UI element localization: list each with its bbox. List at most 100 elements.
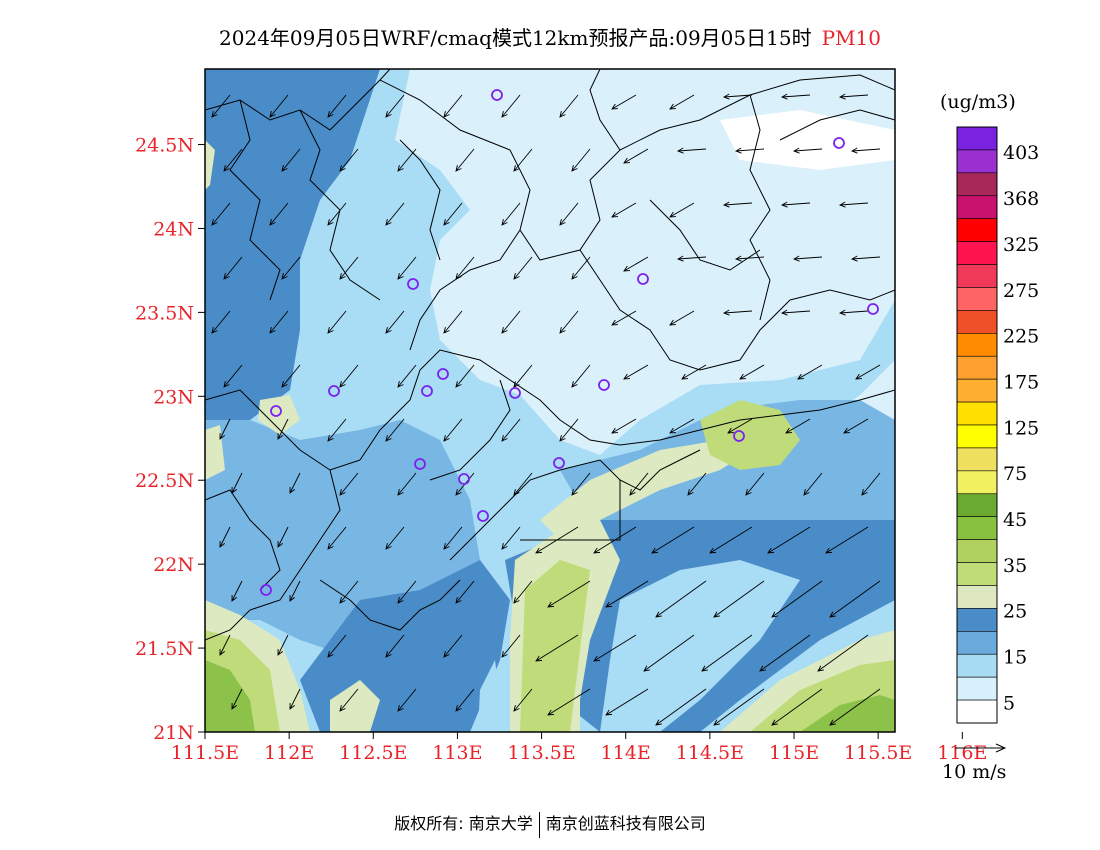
wind-arrow-10: [219, 634, 231, 656]
colorbar-swatch-4: [956, 218, 998, 242]
wind-arrow-63: [513, 256, 533, 280]
wind-arrow-125: [797, 364, 823, 380]
boundary-line-6: [589, 69, 621, 151]
wind-arrow-46: [385, 634, 405, 658]
wind-arrow-15: [281, 256, 301, 280]
wind-arrow-121: [792, 147, 823, 154]
wind-arrow-28: [327, 310, 347, 334]
station-marker-3: [637, 273, 649, 285]
wind-arrow-41: [397, 364, 417, 388]
station-marker-4: [867, 303, 879, 315]
wind-arrow-78: [559, 418, 579, 442]
green-sea-band: [520, 560, 590, 732]
wind-arrow-141: [829, 580, 881, 618]
light-region-south: [478, 660, 500, 732]
wind-arrow-117: [713, 580, 765, 618]
lon-label-4: 113.5E: [507, 742, 575, 764]
green-region-coast: [700, 400, 800, 470]
boundary-line-16: [399, 139, 441, 261]
colorbar-label-8: 45: [1003, 509, 1027, 531]
station-marker-5: [328, 385, 340, 397]
colorbar-swatch-15: [956, 470, 998, 495]
colorbar-label-0: 403: [1003, 142, 1039, 164]
boundary-line-3: [379, 74, 895, 261]
legend-unit: (ug/m3): [940, 91, 1016, 113]
lon-label-7: 115E: [769, 742, 819, 764]
boundary-line-10: [359, 349, 895, 461]
wind-arrow-31: [339, 472, 359, 496]
colorbar-swatch-9: [956, 333, 998, 357]
colorbar-label-9: 35: [1003, 555, 1027, 577]
wind-arrow-40: [385, 310, 405, 334]
wind-arrow-105: [655, 580, 707, 618]
wind-arrow-62: [501, 202, 521, 226]
wind-arrow-127: [803, 472, 823, 496]
wind-arrow-134: [838, 201, 869, 208]
longitude-axis: 111.5E 112E 112.5E 113E 113.5E 114E 114.5E 115E…: [171, 732, 987, 764]
wind-arrow-109: [734, 147, 765, 154]
boundary-line-14: [520, 480, 621, 541]
concentration-fields: [205, 69, 895, 732]
wind-arrow-102: [669, 418, 695, 434]
wind-arrow-53: [455, 364, 475, 388]
wind-arrow-98: [669, 202, 695, 218]
footer-separator: [538, 811, 540, 838]
wind-arrow-103: [687, 472, 707, 496]
wind-arrow-30: [327, 418, 347, 442]
boundary-line-13: [319, 579, 461, 631]
wind-arrow-139: [861, 472, 881, 496]
wind-arrow-18: [277, 418, 289, 440]
wind-arrow-122: [780, 201, 811, 208]
wind-arrow-17: [281, 364, 301, 388]
wind-arrow-101: [681, 364, 707, 380]
boundary-line-18: [779, 109, 895, 141]
colorbar-swatch-0: [956, 126, 998, 151]
wind-arrow-96: [669, 94, 695, 110]
boundary-line-5: [579, 249, 895, 371]
wind-arrow-82: [535, 634, 579, 662]
colorbar-swatch-25: [956, 699, 998, 724]
wind-arrow-16: [269, 310, 289, 334]
wind-arrow-118: [701, 634, 753, 672]
wind-arrow-9: [231, 580, 243, 602]
wind-arrow-49: [455, 148, 475, 172]
wind-arrow-47: [397, 688, 417, 712]
dark-green-region-southwest: [205, 660, 255, 732]
colorbar-swatch-14: [956, 447, 998, 472]
station-marker-11: [733, 430, 745, 442]
wind-arrow-133: [850, 147, 881, 154]
wind-arrow-20: [277, 526, 289, 548]
wind-arrow-142: [817, 634, 869, 672]
station-marker-13: [553, 457, 565, 469]
dark-region-west: [205, 69, 380, 420]
colorbar-swatch-19: [956, 562, 998, 586]
wind-arrow-100: [669, 310, 695, 326]
boundary-lines: [205, 69, 895, 641]
wind-arrow-112: [722, 309, 753, 316]
lat-label-3: 23N: [153, 386, 194, 408]
wind-arrow-52: [443, 310, 463, 334]
wind-arrow-90: [611, 418, 637, 434]
wind-arrow-128: [767, 526, 811, 554]
boundary-line-17: [649, 199, 761, 271]
colorbar-swatch-16: [956, 493, 998, 517]
wind-vectors: [211, 93, 881, 726]
colorbar-swatch-11: [956, 378, 998, 403]
wind-arrow-95: [605, 688, 649, 716]
station-marker-7: [437, 368, 449, 380]
very-light-patch-northeast: [720, 110, 895, 170]
lon-label-0: 111.5E: [171, 742, 239, 764]
lon-label-8: 115.5E: [844, 742, 912, 764]
wind-arrow-8: [219, 526, 231, 548]
wind-arrow-75: [571, 256, 591, 280]
wind-arrow-72: [559, 94, 579, 118]
wind-arrow-92: [593, 526, 637, 554]
station-marker-14: [458, 473, 470, 485]
colorbar-label-12: 5: [1003, 692, 1015, 714]
colorbar-label-6: 125: [1003, 417, 1039, 439]
wind-arrow-136: [838, 309, 869, 316]
colorbar-swatch-1: [956, 149, 998, 174]
boundary-line-7: [749, 94, 771, 321]
station-marker-8: [509, 387, 521, 399]
